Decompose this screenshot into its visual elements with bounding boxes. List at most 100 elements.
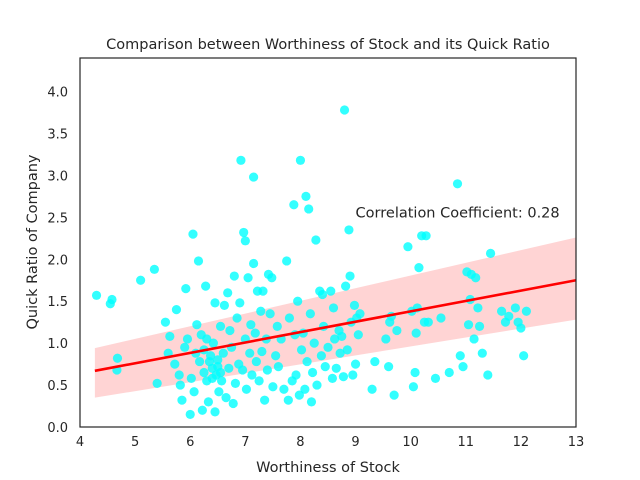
scatter-point — [161, 318, 170, 327]
scatter-point — [282, 256, 291, 265]
scatter-point — [453, 179, 462, 188]
scatter-point — [172, 305, 181, 314]
scatter-point — [392, 326, 401, 335]
scatter-point — [210, 407, 219, 416]
scatter-point — [285, 313, 294, 322]
scatter-point — [214, 387, 223, 396]
scatter-point — [220, 301, 229, 310]
scatter-point — [194, 256, 203, 265]
scatter-point — [296, 156, 305, 165]
scatter-point — [231, 379, 240, 388]
scatter-point — [258, 287, 267, 296]
chart-title: Comparison between Worthiness of Stock a… — [106, 37, 550, 53]
scatter-point — [199, 368, 208, 377]
x-tick-label: 6 — [186, 435, 194, 450]
scatter-point — [229, 399, 238, 408]
scatter-point — [317, 351, 326, 360]
scatter-point — [321, 362, 330, 371]
x-axis-label: Worthiness of Stock — [256, 460, 400, 476]
y-tick-label: 0.0 — [47, 421, 68, 436]
scatter-point — [247, 370, 256, 379]
confidence-band-layer — [95, 237, 576, 397]
scatter-point — [337, 332, 346, 341]
scatter-point — [268, 382, 277, 391]
y-tick-label: 2.0 — [47, 253, 68, 268]
x-tick-label: 13 — [568, 435, 585, 450]
scatter-point — [291, 370, 300, 379]
y-axis-ticks: 0.0 0.5 1.0 1.5 2.0 2.5 3.0 3.5 4.0 — [47, 86, 68, 436]
y-tick-label: 4.0 — [47, 86, 68, 101]
scatter-point — [189, 387, 198, 396]
x-tick-label: 9 — [351, 435, 359, 450]
scatter-point — [348, 370, 357, 379]
scatter-point — [289, 200, 298, 209]
scatter-point — [297, 345, 306, 354]
scatter-point — [170, 360, 179, 369]
scatter-point — [204, 397, 213, 406]
y-tick-label: 3.0 — [47, 169, 68, 184]
scatter-point — [424, 318, 433, 327]
scatter-point — [238, 365, 247, 374]
scatter-point — [176, 380, 185, 389]
y-tick-label: 0.5 — [47, 379, 68, 394]
scatter-point — [266, 309, 275, 318]
scatter-point — [486, 249, 495, 258]
scatter-point — [471, 273, 480, 282]
scatter-point — [308, 368, 317, 377]
x-tick-label: 5 — [131, 435, 139, 450]
scatter-point — [223, 288, 232, 297]
scatter-point — [403, 242, 412, 251]
scatter-point — [475, 322, 484, 331]
scatter-point — [355, 309, 364, 318]
scatter-point — [260, 396, 269, 405]
scatter-point — [232, 313, 241, 322]
scatter-point — [522, 307, 531, 316]
x-tick-label: 12 — [513, 435, 530, 450]
scatter-point — [458, 362, 467, 371]
scatter-point — [445, 368, 454, 377]
scatter-point — [209, 339, 218, 348]
scatter-point — [187, 374, 196, 383]
x-tick-label: 7 — [241, 435, 249, 450]
scatter-point — [421, 231, 430, 240]
scatter-point — [344, 225, 353, 234]
scatter-point — [284, 396, 293, 405]
scatter-point — [516, 323, 525, 332]
scatter-point — [519, 351, 528, 360]
scatter-point — [390, 391, 399, 400]
scatter-point — [370, 357, 379, 366]
scatter-point — [239, 228, 248, 237]
scatter-point — [245, 349, 254, 358]
scatter-point — [210, 298, 219, 307]
x-tick-label: 11 — [458, 435, 475, 450]
scatter-point — [328, 374, 337, 383]
scatter-point — [198, 406, 207, 415]
scatter-point — [263, 365, 272, 374]
scatter-point — [243, 273, 252, 282]
scatter-point — [293, 297, 302, 306]
scatter-point — [274, 362, 283, 371]
scatter-point — [107, 295, 116, 304]
scatter-point — [412, 328, 421, 337]
scatter-point — [195, 357, 204, 366]
scatter-point — [267, 273, 276, 282]
y-tick-label: 3.5 — [47, 127, 68, 142]
scatter-point — [225, 326, 234, 335]
scatter-point — [478, 349, 487, 358]
scatter-point — [246, 320, 255, 329]
scatter-point — [504, 312, 513, 321]
scatter-point — [249, 259, 258, 268]
scatter-point — [217, 376, 226, 385]
scatter-point — [242, 385, 251, 394]
scatter-point — [312, 380, 321, 389]
scatter-point — [354, 330, 363, 339]
scatter-point — [341, 282, 350, 291]
scatter-point — [384, 362, 393, 371]
y-tick-label: 2.5 — [47, 211, 68, 226]
scatter-point — [350, 301, 359, 310]
scatter-point — [332, 364, 341, 373]
scatter-point — [469, 334, 478, 343]
scatter-point — [175, 370, 184, 379]
y-axis-label: Quick Ratio of Company — [25, 154, 41, 329]
scatter-point — [180, 343, 189, 352]
